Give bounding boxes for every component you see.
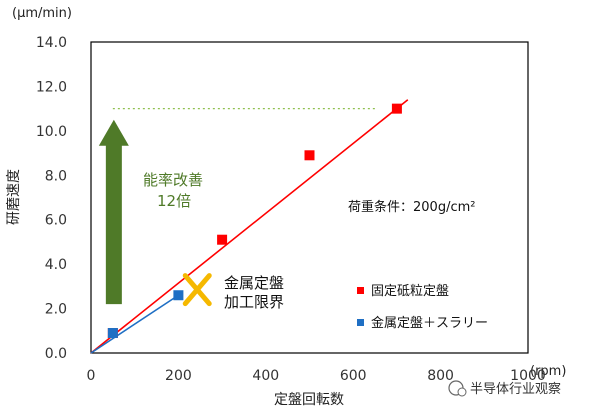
y-tick-label: 12.0	[36, 79, 67, 95]
x-axis-unit: (rpm)	[530, 364, 566, 379]
limit-text-line1: 金属定盤	[224, 274, 284, 292]
trendline-series-0	[90, 99, 409, 354]
x-tick-label: 200	[165, 368, 192, 384]
data-point-series-0	[391, 103, 402, 114]
y-axis-unit: (μm/min)	[12, 6, 72, 21]
legend: 固定砥粒定盤 金属定盤＋スラリー	[357, 284, 488, 331]
watermark-text: 半导体行业观察	[470, 382, 561, 397]
wechat-icon-dot	[457, 387, 467, 397]
x-tick-label: 0	[87, 368, 96, 384]
data-markers	[107, 103, 402, 339]
x-tick-labels: 0 200 400 600 800 1000	[87, 368, 546, 384]
improvement-text-line2: 12倍	[157, 192, 191, 210]
legend-label-metal-slurry: 金属定盤＋スラリー	[371, 315, 488, 331]
x-tick-label: 800	[427, 368, 454, 384]
y-tick-label: 4.0	[45, 257, 67, 273]
y-axis-label: 研磨速度	[6, 169, 22, 225]
y-tick-label: 8.0	[45, 168, 67, 184]
y-tick-label: 2.0	[45, 302, 67, 318]
data-point-series-1	[107, 328, 118, 339]
x-tick-label: 600	[340, 368, 367, 384]
limit-text-line2: 加工限界	[224, 293, 284, 311]
trendline-series-1	[90, 294, 179, 354]
y-tick-label: 0.0	[45, 346, 67, 362]
processing-limit-cross-mark	[182, 273, 212, 307]
y-tick-label: 14.0	[36, 35, 67, 51]
y-tick-label: 6.0	[45, 213, 67, 229]
load-condition-text: 荷重条件：200g/cm²	[348, 199, 475, 215]
trendlines	[90, 99, 409, 354]
cross-stroke	[182, 273, 212, 307]
data-point-series-1	[173, 290, 184, 301]
data-point-series-0	[217, 234, 228, 245]
data-point-series-0	[304, 150, 315, 161]
x-tick-label: 1000	[510, 368, 546, 384]
x-tick-label: 400	[252, 368, 279, 384]
y-tick-labels: 0.0 2.0 4.0 6.0 8.0 10.0 12.0 14.0	[36, 35, 67, 362]
watermark: 半导体行业观察	[448, 380, 561, 397]
improvement-text-line1: 能率改善	[143, 171, 203, 189]
legend-swatch-metal-slurry	[357, 319, 364, 326]
legend-label-fixed-abrasive: 固定砥粒定盤	[371, 284, 449, 299]
legend-swatch-fixed-abrasive	[357, 287, 364, 294]
x-axis-label: 定盤回転数	[274, 392, 344, 408]
plot-area	[90, 41, 529, 354]
improvement-arrow	[98, 119, 129, 305]
y-tick-label: 10.0	[36, 124, 67, 140]
